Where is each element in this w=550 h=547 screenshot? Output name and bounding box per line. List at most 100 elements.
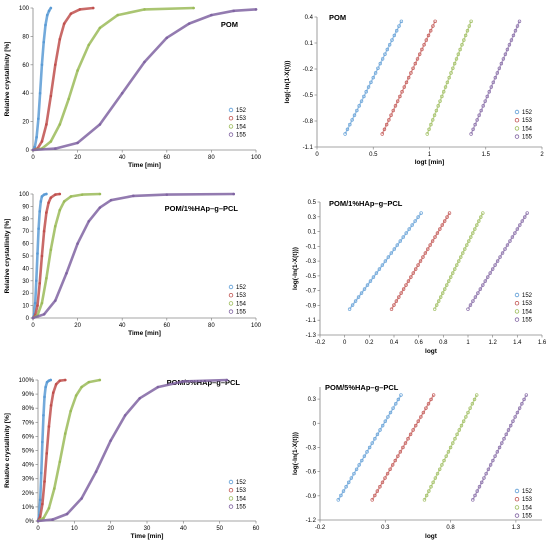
data-point xyxy=(395,243,399,247)
data-point xyxy=(80,385,83,389)
data-point xyxy=(433,19,437,24)
y-tick-label: 80 xyxy=(22,34,29,40)
x-tick-label: 1.3 xyxy=(512,525,521,531)
fit-line-152 xyxy=(348,212,422,310)
data-point xyxy=(437,299,441,303)
data-point xyxy=(232,9,235,13)
data-point xyxy=(418,259,423,263)
data-point xyxy=(362,94,366,99)
y-axis-label: Relative crystallinity [%] xyxy=(4,42,11,117)
legend-label-153: 153 xyxy=(236,488,247,494)
data-point xyxy=(390,38,394,42)
data-point xyxy=(425,132,429,136)
data-point xyxy=(76,141,79,145)
x-tick-label: 0 xyxy=(315,152,319,158)
series-154 xyxy=(36,378,102,523)
data-point xyxy=(62,22,66,25)
data-point xyxy=(489,85,493,89)
data-point xyxy=(484,471,488,476)
data-point xyxy=(63,432,67,435)
data-point xyxy=(54,193,57,196)
data-point xyxy=(426,247,430,251)
data-point xyxy=(443,85,448,89)
x-axis-label: Time [min] xyxy=(128,330,161,337)
data-point xyxy=(455,263,459,267)
data-point xyxy=(132,194,135,198)
data-point xyxy=(436,104,440,108)
data-point xyxy=(478,287,483,291)
x-tick-label: 0.8 xyxy=(439,340,448,346)
series-154 xyxy=(31,6,195,152)
x-tick-label: 0.5 xyxy=(369,152,378,158)
data-point xyxy=(460,43,464,47)
data-point xyxy=(475,223,479,227)
legend-marker-152 xyxy=(514,488,520,494)
data-point xyxy=(38,91,42,95)
data-point xyxy=(498,255,502,259)
data-point xyxy=(481,283,485,287)
data-point xyxy=(406,279,411,283)
data-point xyxy=(383,476,387,480)
data-point xyxy=(411,66,415,70)
data-point xyxy=(386,255,391,259)
data-point xyxy=(365,283,370,287)
series-line-152 xyxy=(31,6,53,152)
data-point xyxy=(366,85,371,89)
data-point xyxy=(418,52,422,56)
data-point xyxy=(40,63,44,67)
data-point xyxy=(451,271,455,275)
x-tick-label: 0.2 xyxy=(365,340,374,346)
data-point xyxy=(505,243,510,247)
data-point xyxy=(465,243,469,247)
data-point xyxy=(396,454,400,458)
data-point xyxy=(439,295,443,299)
data-point xyxy=(515,227,520,231)
data-point xyxy=(399,291,403,295)
data-point xyxy=(91,6,95,10)
data-point xyxy=(434,108,439,113)
x-tick-label: 0.4 xyxy=(390,340,399,346)
y-tick-label: -0.8 xyxy=(303,119,314,125)
y-tick-label: 50% xyxy=(22,449,35,455)
data-point xyxy=(362,454,367,458)
data-point xyxy=(392,303,396,307)
data-point xyxy=(475,118,479,122)
data-point xyxy=(345,127,350,132)
data-point xyxy=(451,441,455,445)
series-152 xyxy=(347,211,423,311)
series-153 xyxy=(389,211,452,311)
data-point xyxy=(58,379,62,383)
legend-marker-155 xyxy=(228,309,234,314)
data-point xyxy=(378,61,382,66)
data-point xyxy=(347,480,351,485)
data-point xyxy=(491,80,495,85)
data-point xyxy=(429,122,433,127)
data-point xyxy=(433,476,438,480)
data-point xyxy=(421,255,425,259)
y-tick-label: -1.1 xyxy=(303,145,314,151)
data-point xyxy=(506,428,511,432)
data-point xyxy=(352,113,357,117)
x-tick-label: 60 xyxy=(253,526,260,532)
data-point xyxy=(442,219,447,223)
legend-label-154: 154 xyxy=(236,496,247,502)
y-tick-label: 90% xyxy=(22,392,35,398)
data-point xyxy=(471,127,475,132)
data-point xyxy=(182,380,185,383)
data-point xyxy=(45,211,48,214)
data-point xyxy=(453,437,457,441)
data-point xyxy=(39,471,43,475)
data-point xyxy=(65,512,69,516)
data-point xyxy=(109,439,112,442)
y-tick-label: 100% xyxy=(19,378,35,384)
y-tick-label: 60 xyxy=(22,63,29,69)
y-tick-label: -0.5 xyxy=(303,93,314,99)
data-point xyxy=(507,43,512,47)
legend-marker-152 xyxy=(228,107,234,113)
data-point xyxy=(380,57,385,61)
data-point xyxy=(497,66,502,70)
data-point xyxy=(442,458,446,463)
data-point xyxy=(438,227,442,231)
data-point xyxy=(467,24,471,28)
series-line-155 xyxy=(31,8,258,152)
